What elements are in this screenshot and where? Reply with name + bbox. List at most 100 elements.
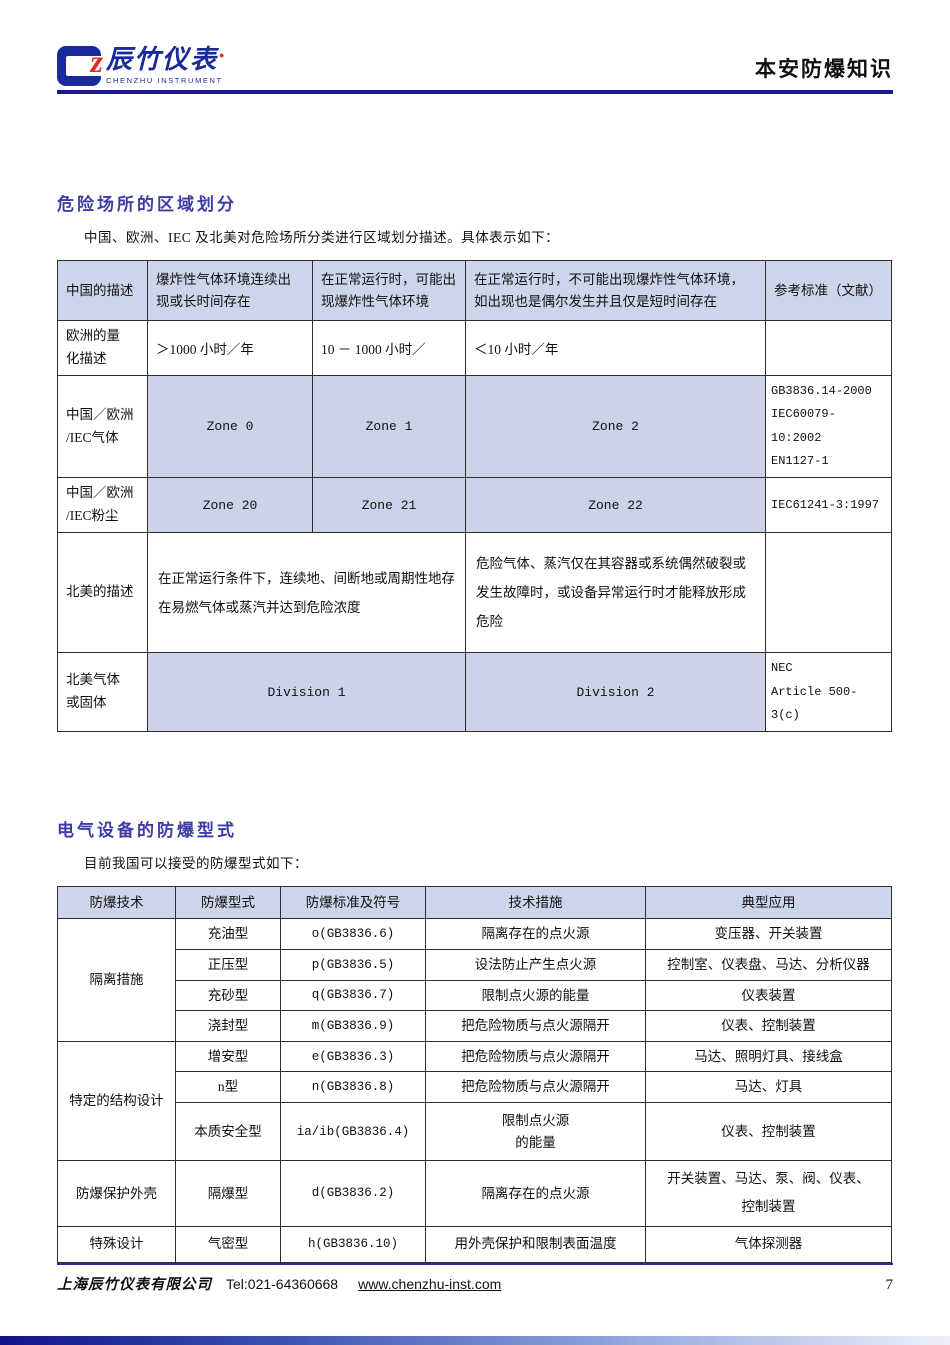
chenzhu-logo-icon: z <box>57 43 103 86</box>
group-isolation: 隔离措施 <box>57 918 176 1042</box>
cell-zone-1: Zone 1 <box>312 374 466 479</box>
section-zone-classification: 危险场所的区域划分 中国、欧洲、IEC 及北美对危险场所分类进行区域划分描述。具… <box>57 190 893 733</box>
cell-type: 增安型 <box>175 1040 281 1073</box>
cell-measure: 隔离存在的点火源 <box>425 918 646 951</box>
zone-col-header-continuous: 爆炸性气体环境连续出现或长时间存在 <box>147 260 313 321</box>
row-label-gas-zones: 中国／欧洲 /IEC气体 <box>57 374 148 479</box>
table-row: 中国／欧洲 /IEC气体 Zone 0 Zone 1 Zone 2 GB3836… <box>57 374 892 479</box>
brand-name-cn: 辰竹仪表● <box>106 45 227 74</box>
cell-measure: 把危险物质与点火源隔开 <box>425 1010 646 1042</box>
cell-type: 浇封型 <box>175 1010 281 1042</box>
table-row: n型 n(GB3836.8) 把危险物质与点火源隔开 马达、灯具 <box>58 1071 892 1104</box>
footer-telephone: Tel:021-64360668 <box>226 1276 339 1292</box>
cell-ref-empty <box>765 532 892 654</box>
zone-classification-table: 中国的描述 爆炸性气体环境连续出现或长时间存在 在正常运行时，可能出现爆炸性气体… <box>57 260 892 733</box>
cell-application: 开关装置、马达、泵、阀、仪表、 控制装置 <box>645 1160 892 1227</box>
zone-col-header-possible: 在正常运行时，可能出现爆炸性气体环境 <box>312 260 466 321</box>
protection-type-table: 防爆技术 防爆型式 防爆标准及符号 技术措施 典型应用 隔离措施 充油型 o(G… <box>57 886 892 1263</box>
cell-measure: 限制点火源的能量 <box>425 979 646 1012</box>
group-specific-design: 特定的结构设计 <box>57 1040 176 1162</box>
cell-standard: d(GB3836.2) <box>280 1160 426 1227</box>
page-number: 7 <box>885 1277 894 1293</box>
cell-hours-gt1000: ＞1000 小时／年 <box>147 320 313 376</box>
cell-na-abnormal-desc: 危险气体、蒸汽仅在其容器或系统偶然破裂或发生故障时，或设备异常运行时才能释放形成… <box>465 532 766 654</box>
footer-website-link[interactable]: www.chenzhu-inst.com <box>358 1276 502 1292</box>
cell-application: 变压器、开关装置 <box>645 918 892 951</box>
section1-title: 危险场所的区域划分 <box>57 195 237 214</box>
group-flameproof-enclosure: 防爆保护外壳 <box>57 1160 176 1227</box>
cell-hours-lt10: ＜10 小时／年 <box>465 320 766 376</box>
table-row: 充砂型 q(GB3836.7) 限制点火源的能量 仪表装置 <box>58 979 892 1012</box>
cell-zone-2: Zone 2 <box>465 374 766 479</box>
chenzhu-logo: z 辰竹仪表● CHENZHU INSTRUMENT <box>57 43 227 86</box>
cell-na-normal-desc: 在正常运行条件下，连续地、间断地或周期性地存在易燃气体或蒸汽并达到危险浓度 <box>147 532 466 654</box>
cell-application: 马达、照明灯具、接线盒 <box>645 1040 892 1073</box>
cell-type: 本质安全型 <box>175 1102 281 1162</box>
cell-standard: o(GB3836.6) <box>280 918 426 951</box>
table-row: 隔离措施 充油型 o(GB3836.6) 隔离存在的点火源 变压器、开关装置 <box>57 918 892 1042</box>
table-row: 防爆保护外壳 隔爆型 d(GB3836.2) 隔离存在的点火源 开关装置、马达、… <box>57 1160 892 1227</box>
section-protection-types: 电气设备的防爆型式 目前我国可以接受的防爆型式如下： 防爆技术 防爆型式 防爆标… <box>57 816 893 1263</box>
cell-type: 气密型 <box>175 1225 281 1263</box>
bottom-gradient-bar <box>0 1336 950 1345</box>
cell-type: n型 <box>175 1071 281 1104</box>
table-row: 特定的结构设计 增安型 e(GB3836.3) 把危险物质与点火源隔开 马达、照… <box>57 1040 892 1162</box>
cell-division-2: Division 2 <box>465 652 766 733</box>
cell-type: 充油型 <box>175 918 281 951</box>
cell-measure: 用外壳保护和限制表面温度 <box>425 1225 646 1263</box>
zone-col-header-unlikely: 在正常运行时，不可能出现爆炸性气体环境，如出现也是偶尔发生并且仅是短时间存在 <box>465 260 766 321</box>
row-label-na-gas-solid: 北美气体 或固体 <box>57 652 148 733</box>
table-row: 特殊设计 气密型 h(GB3836.10) 用外壳保护和限制表面温度 气体探测器 <box>57 1225 892 1263</box>
zone-col-header-reference: 参考标准（文献） <box>765 260 892 321</box>
cell-measure: 把危险物质与点火源隔开 <box>425 1040 646 1073</box>
section2-title: 电气设备的防爆型式 <box>57 821 237 841</box>
cell-standard: q(GB3836.7) <box>280 979 426 1012</box>
cell-application: 仪表、控制装置 <box>645 1010 892 1042</box>
cell-ref-gas-standards: GB3836.14-2000 IEC60079-10:2002 EN1127-1 <box>765 374 892 479</box>
table-row: 浇封型 m(GB3836.9) 把危险物质与点火源隔开 仪表、控制装置 <box>58 1010 892 1042</box>
cell-zone-21: Zone 21 <box>312 477 466 534</box>
brand-reg-dot: ● <box>219 50 227 60</box>
cell-ref-empty <box>765 320 892 376</box>
table-row: 北美气体 或固体 Division 1 Division 2 NEC Artic… <box>57 652 892 733</box>
cell-zone-22: Zone 22 <box>465 477 766 534</box>
page-footer: 上海辰竹仪表有限公司 Tel:021-64360668 www.chenzhu-… <box>57 1263 893 1294</box>
table-row: 中国的描述 爆炸性气体环境连续出现或长时间存在 在正常运行时，可能出现爆炸性气体… <box>57 260 892 321</box>
cell-type: 隔爆型 <box>175 1160 281 1227</box>
cell-standard: h(GB3836.10) <box>280 1225 426 1263</box>
cell-application: 控制室、仪表盘、马达、分析仪器 <box>645 949 892 981</box>
logo-z-glyph: z <box>90 43 103 79</box>
type-col-header-standard: 防爆标准及符号 <box>280 886 426 920</box>
cell-division-1: Division 1 <box>147 652 466 733</box>
cell-standard: n(GB3836.8) <box>280 1071 426 1104</box>
header-divider <box>57 90 893 94</box>
page-header: z 辰竹仪表● CHENZHU INSTRUMENT 本安防爆知识 <box>57 0 893 86</box>
cell-ref-nec: NEC Article 500-3(c) <box>765 652 892 733</box>
cell-measure: 设法防止产生点火源 <box>425 949 646 981</box>
cell-type: 正压型 <box>175 949 281 981</box>
row-label-europe-quant: 欧洲的量 化描述 <box>57 320 148 376</box>
table-row: 正压型 p(GB3836.5) 设法防止产生点火源 控制室、仪表盘、马达、分析仪… <box>58 949 892 981</box>
cell-zone-20: Zone 20 <box>147 477 313 534</box>
document-title: 本安防爆知识 <box>755 58 893 81</box>
section2-intro: 目前我国可以接受的防爆型式如下： <box>84 856 308 872</box>
cell-application: 仪表、控制装置 <box>645 1102 892 1162</box>
type-col-header-technique: 防爆技术 <box>57 886 176 920</box>
cell-ref-dust-standard: IEC61241-3:1997 <box>765 477 892 534</box>
cell-measure: 把危险物质与点火源隔开 <box>425 1071 646 1104</box>
row-label-dust-zones: 中国／欧洲 /IEC粉尘 <box>57 477 148 534</box>
cell-zone-0: Zone 0 <box>147 374 313 479</box>
type-col-header-type: 防爆型式 <box>175 886 281 920</box>
table-row: 中国／欧洲 /IEC粉尘 Zone 20 Zone 21 Zone 22 IEC… <box>57 477 892 534</box>
type-col-header-measure: 技术措施 <box>425 886 646 920</box>
group-special-design: 特殊设计 <box>57 1225 176 1263</box>
cell-application: 仪表装置 <box>645 979 892 1012</box>
cell-standard: m(GB3836.9) <box>280 1010 426 1042</box>
cell-measure: 限制点火源 的能量 <box>425 1102 646 1162</box>
table-row: 欧洲的量 化描述 ＞1000 小时／年 10 － 1000 小时／ ＜10 小时… <box>57 320 892 376</box>
cell-application: 气体探测器 <box>645 1225 892 1263</box>
cell-hours-10-1000: 10 － 1000 小时／ <box>312 320 466 376</box>
cell-type: 充砂型 <box>175 979 281 1012</box>
type-col-header-application: 典型应用 <box>645 886 892 920</box>
